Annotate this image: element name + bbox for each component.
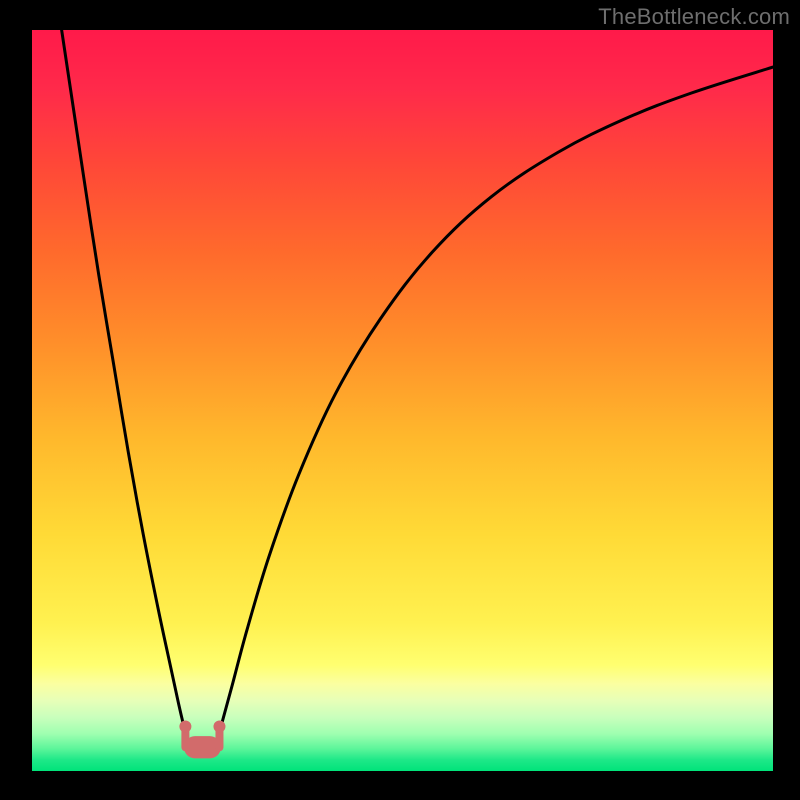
chart-frame: TheBottleneck.com [0,0,800,800]
watermark-text: TheBottleneck.com [598,4,790,30]
plot-area [32,30,773,771]
background-gradient [32,30,773,771]
